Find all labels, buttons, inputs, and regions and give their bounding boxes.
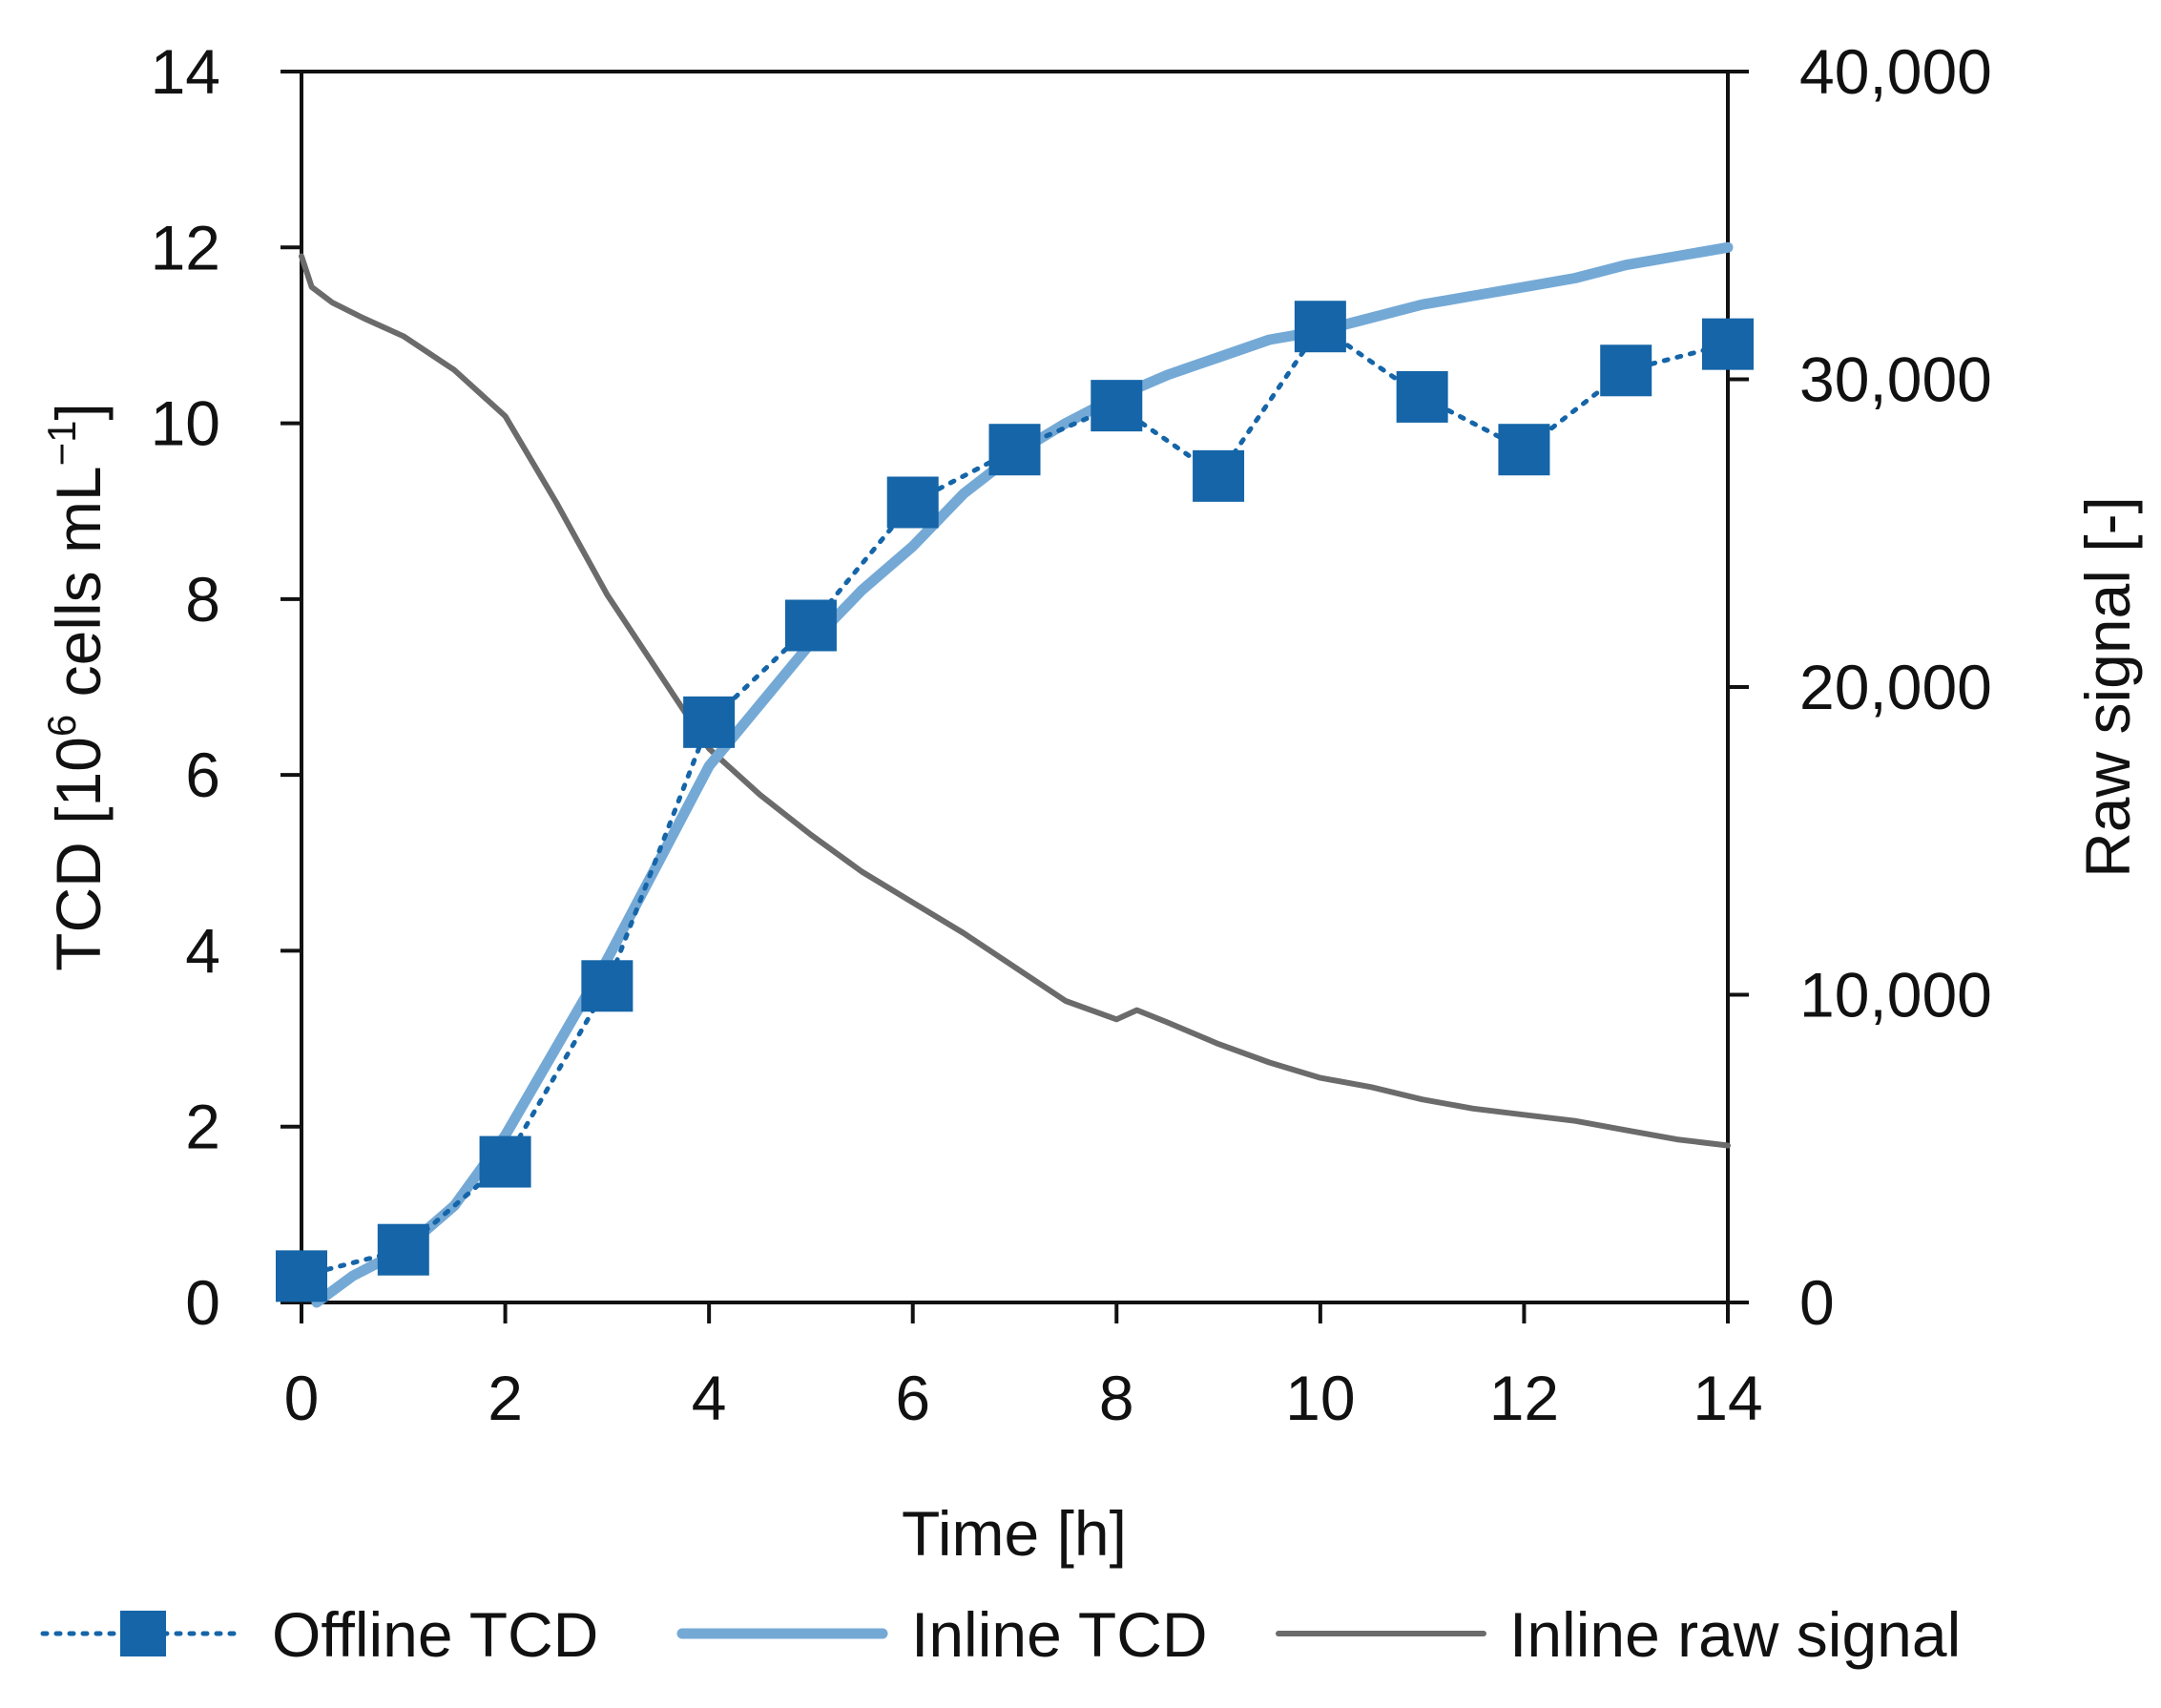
x-tick-label: 4 <box>692 1363 727 1433</box>
y-left-tick-label: 0 <box>185 1267 220 1338</box>
y-right-tick-label: 30,000 <box>1799 344 1992 415</box>
offline-tcd-point <box>1294 301 1346 353</box>
offline-tcd-point <box>1193 449 1245 502</box>
y-left-tick-label: 10 <box>151 388 220 459</box>
y-left-axis-ticks <box>281 70 301 1304</box>
y-left-tick-label: 2 <box>185 1092 220 1162</box>
offline-tcd-point <box>581 960 634 1012</box>
offline-tcd-point <box>683 696 736 748</box>
y-left-tick-label: 14 <box>151 36 220 107</box>
legend-item-offline-tcd: Offline TCD <box>40 1599 598 1670</box>
offline-tcd-point <box>1091 380 1143 432</box>
y-left-tick-label: 4 <box>185 915 220 986</box>
y-right-tick-label: 0 <box>1799 1267 1835 1338</box>
offline-tcd-point <box>377 1223 429 1276</box>
y-right-tick-label: 20,000 <box>1799 652 1992 722</box>
legend-label-inline-tcd: Inline TCD <box>911 1599 1208 1670</box>
series-offline-tcd <box>276 301 1754 1302</box>
offline-tcd-point <box>886 476 939 529</box>
x-tick-label: 10 <box>1285 1363 1355 1433</box>
series-inline-raw-signal-line <box>299 253 1731 1149</box>
legend-label-inline-raw-signal: Inline raw signal <box>1509 1599 1961 1670</box>
legend-label-offline-tcd: Offline TCD <box>272 1599 598 1670</box>
x-tick-label: 12 <box>1489 1363 1559 1433</box>
x-tick-label: 14 <box>1693 1363 1762 1433</box>
offline-tcd-point <box>1600 344 1652 397</box>
x-tick-label: 8 <box>1099 1363 1134 1433</box>
offline-tcd-point <box>479 1135 531 1188</box>
x-axis-title: Time [h] <box>902 1498 1127 1569</box>
y-left-axis-title: TCD [106 cells mL−1] <box>39 403 114 971</box>
offline-tcd-point <box>1702 318 1754 370</box>
y-right-axis-tick-labels: 0 10,000 20,000 30,000 40,000 <box>1799 36 1992 1338</box>
offline-tcd-point <box>276 1250 327 1302</box>
y-right-tick-label: 10,000 <box>1799 960 1992 1031</box>
offline-tcd-point <box>1498 424 1550 476</box>
offline-tcd-point <box>1396 370 1448 423</box>
y-left-tick-label: 12 <box>151 212 220 282</box>
x-axis-ticks <box>300 1302 1730 1323</box>
x-tick-label: 2 <box>488 1363 523 1433</box>
series-inline-raw-signal <box>299 253 1731 1149</box>
y-left-tick-label: 8 <box>185 564 220 635</box>
y-right-axis-title: Raw signal [-] <box>2072 496 2143 878</box>
offline-tcd-point <box>784 599 837 652</box>
x-tick-label: 6 <box>895 1363 930 1433</box>
offline-tcd-point <box>988 424 1041 476</box>
legend-item-inline-tcd: Inline TCD <box>676 1599 1208 1670</box>
legend: Offline TCD Inline TCD Inline raw signal <box>40 1599 1961 1670</box>
legend-item-inline-raw-signal: Inline raw signal <box>1276 1599 1961 1670</box>
x-tick-label: 0 <box>284 1363 320 1433</box>
legend-swatch-offline-marker <box>120 1611 166 1656</box>
x-axis-tick-labels: 0 2 4 6 8 10 12 14 <box>284 1363 1763 1433</box>
y-left-axis-tick-labels: 0 2 4 6 8 10 12 14 <box>151 36 220 1338</box>
y-right-tick-label: 40,000 <box>1799 36 1992 107</box>
y-right-axis-ticks <box>1728 70 1749 1304</box>
y-left-tick-label: 6 <box>185 739 220 810</box>
